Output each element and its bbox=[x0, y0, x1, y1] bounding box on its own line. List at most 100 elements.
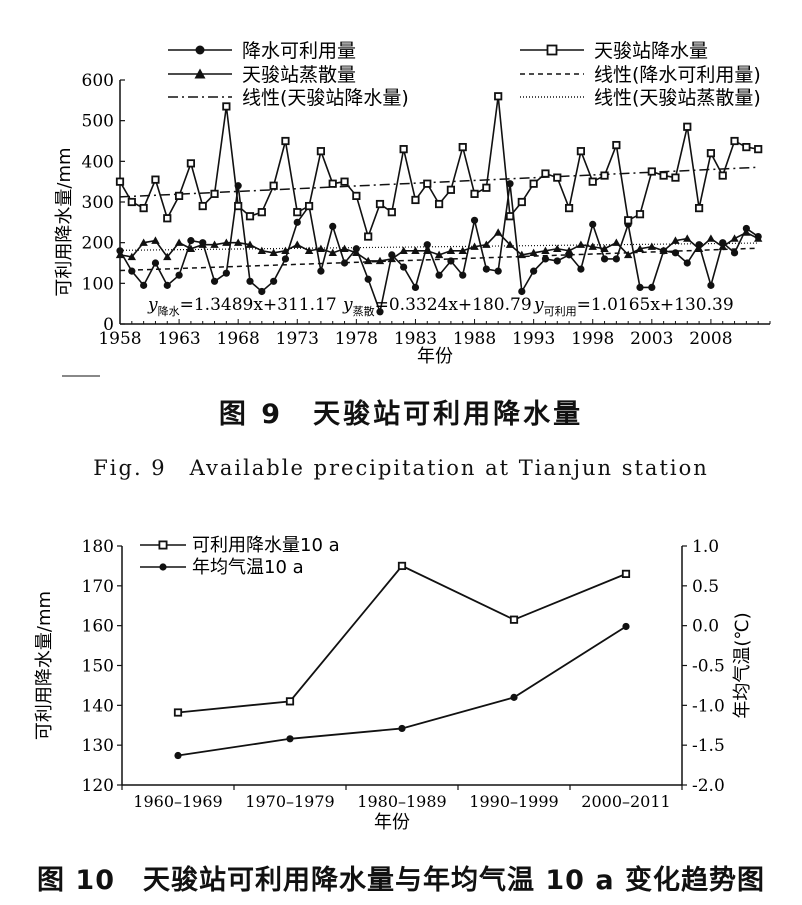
series-2-point-1969 bbox=[245, 240, 255, 248]
series-line-1 bbox=[119, 96, 759, 240]
series-1-point-2005 bbox=[671, 173, 680, 182]
series-2-point-1958 bbox=[115, 250, 125, 259]
series-1-point-1972 bbox=[281, 136, 290, 146]
series-0-point-1966 bbox=[210, 277, 219, 285]
series-0-point-4 bbox=[621, 569, 631, 578]
series-1-point-2006 bbox=[683, 122, 692, 131]
series-2-point-1986 bbox=[446, 246, 456, 254]
x-tick-label-5: 1983 bbox=[394, 329, 437, 349]
y-tick-label-5: 500 bbox=[82, 112, 114, 132]
series-2-point-1988 bbox=[470, 242, 479, 250]
series-0-point-1986 bbox=[447, 257, 455, 265]
series-0-point-0 bbox=[173, 708, 183, 717]
right-y-tick-label-1: 0.5 bbox=[692, 577, 719, 597]
series-0-point-3 bbox=[509, 615, 519, 624]
series-0-point-2 bbox=[397, 561, 407, 571]
series-1-point-1 bbox=[286, 735, 294, 743]
series-2-point-2001 bbox=[623, 250, 633, 259]
right-y-axis-title: 年均气温(℃) bbox=[732, 612, 753, 718]
series-1-point-1999 bbox=[600, 171, 609, 180]
series-1-point-2004 bbox=[659, 171, 668, 180]
series-0-point-1963 bbox=[175, 271, 183, 279]
series-2-point-2002 bbox=[635, 244, 645, 252]
x-axis-title: 年份 bbox=[374, 812, 410, 833]
series-0-point-2005 bbox=[671, 249, 680, 257]
y-tick-label-1: 100 bbox=[82, 274, 114, 294]
figure-9-caption-cn: 图 9 天骏站可利用降水量 bbox=[218, 399, 584, 430]
x-tick-label-3: 1973 bbox=[276, 329, 319, 349]
series-1-point-1993 bbox=[529, 179, 538, 188]
series-1-point-2000 bbox=[612, 140, 621, 150]
series-0-point-1975 bbox=[317, 267, 325, 275]
series-1-point-2001 bbox=[624, 216, 633, 225]
series-1-point-2002 bbox=[635, 210, 645, 219]
series-2-point-2012 bbox=[753, 234, 763, 242]
series-0-point-1979 bbox=[364, 275, 372, 283]
series-2-point-1962 bbox=[163, 252, 172, 261]
equation-0: y降水=1.3489x+311.17 bbox=[147, 295, 337, 318]
series-2-point-1998 bbox=[588, 242, 597, 250]
series-2-point-2008 bbox=[706, 234, 716, 242]
series-1-point-1998 bbox=[588, 177, 597, 186]
series-2-point-1976 bbox=[328, 248, 337, 257]
series-2-point-1989 bbox=[482, 240, 491, 248]
right-y-tick-label-0: 1.0 bbox=[692, 537, 719, 557]
series-2-point-1961 bbox=[151, 236, 160, 244]
series-0-point-1991 bbox=[506, 180, 514, 188]
right-y-tick-label-3: -0.5 bbox=[692, 657, 725, 677]
series-2-point-1967 bbox=[222, 238, 231, 246]
equation-1: y蒸散=0.3324x+180.79 bbox=[342, 295, 532, 318]
series-1-point-1984 bbox=[423, 179, 432, 188]
series-0-point-1990 bbox=[494, 267, 502, 275]
series-1-point-1969 bbox=[245, 212, 255, 221]
y-tick-label-0: 0 bbox=[103, 315, 114, 335]
legend-label-3: 线性(降水可利用量) bbox=[594, 64, 761, 86]
series-1-point-4 bbox=[622, 622, 630, 631]
legend-marker-0 bbox=[195, 45, 205, 55]
series-0-point-1980 bbox=[376, 308, 384, 316]
series-2-point-1992 bbox=[517, 250, 527, 259]
series-1-point-1986 bbox=[446, 185, 456, 194]
series-2-point-1980 bbox=[375, 256, 385, 265]
series-0-point-1989 bbox=[482, 265, 490, 273]
legend-label-4: 线性(天骏站降水量) bbox=[242, 87, 409, 109]
series-0-point-1960 bbox=[140, 281, 148, 289]
series-0-point-1977 bbox=[340, 259, 349, 267]
x-tick-label-0: 1958 bbox=[98, 329, 141, 349]
legend-marker-1 bbox=[159, 563, 167, 571]
series-1-point-1980 bbox=[375, 199, 385, 209]
series-0-point-1983 bbox=[411, 283, 420, 291]
series-2-point-1995 bbox=[553, 244, 562, 252]
series-1-point-2012 bbox=[754, 145, 763, 154]
series-1-point-3 bbox=[510, 693, 518, 701]
x-tick-label-10: 2008 bbox=[689, 329, 732, 349]
series-0-point-1992 bbox=[518, 287, 526, 296]
series-2-point-1996 bbox=[564, 246, 574, 254]
series-1-point-1958 bbox=[115, 177, 125, 186]
series-2-point-1994 bbox=[541, 246, 550, 254]
trend-line-0 bbox=[119, 247, 759, 272]
x-tick-label-9: 2003 bbox=[630, 329, 673, 349]
series-1-point-1976 bbox=[328, 179, 337, 188]
right-y-tick-label-2: 0.0 bbox=[692, 617, 719, 637]
series-0-point-1970 bbox=[258, 287, 266, 296]
series-0-point-1 bbox=[285, 697, 295, 706]
series-2-point-1990 bbox=[493, 228, 503, 236]
y-tick-label-3: 300 bbox=[82, 193, 114, 213]
series-2-point-1973 bbox=[293, 240, 302, 248]
series-1-point-1964 bbox=[186, 159, 196, 168]
series-2-point-1974 bbox=[304, 246, 314, 254]
series-0-point-1995 bbox=[553, 257, 561, 265]
series-1-point-1989 bbox=[482, 183, 491, 192]
legend-label-0: 降水可利用量 bbox=[242, 40, 356, 62]
series-1-point-1959 bbox=[127, 197, 136, 207]
series-2-point-1968 bbox=[233, 238, 243, 246]
x-category-label-3: 1990–1999 bbox=[469, 792, 558, 811]
series-1-point-1961 bbox=[151, 175, 160, 184]
right-y-tick-label-5: -1.5 bbox=[692, 736, 725, 756]
series-2-point-1977 bbox=[340, 244, 349, 252]
series-2-point-2003 bbox=[647, 242, 657, 250]
left-y-tick-label-3: 150 bbox=[82, 657, 114, 677]
legend-label-1: 天骏站降水量 bbox=[594, 40, 708, 62]
y-tick-label-2: 200 bbox=[82, 234, 114, 254]
